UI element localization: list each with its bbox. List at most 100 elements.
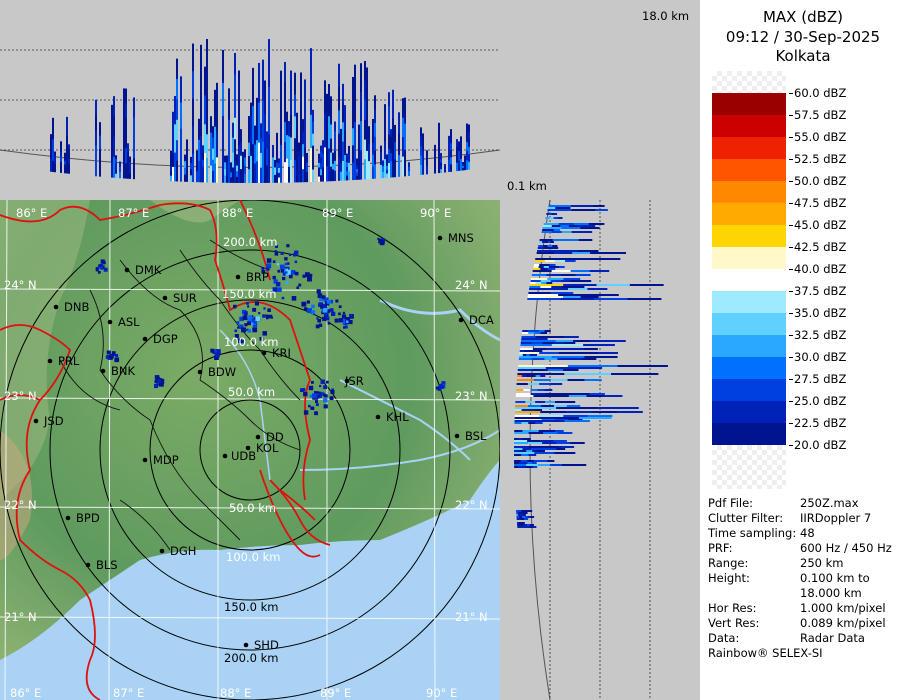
echo-row-segment [530,280,542,282]
echo-row-segment [514,440,528,442]
echo-row-segment [527,298,562,300]
echo-row-segment [514,438,519,440]
echo-row-segment [534,338,542,340]
echo-row-segment [533,264,540,266]
echo-column-segment [127,152,129,162]
echo-column-segment [54,167,56,173]
echo-column-segment [464,164,466,171]
radar-map[interactable]: 86° E 87° E 88° E 89° E 90° E 86° E 87° … [0,200,500,700]
echo-row-segment [516,389,524,391]
echo-column-segment [448,159,450,173]
echo-row-segment [563,342,576,344]
side-reflectivity-columns [514,205,668,528]
echo-column-segment [304,79,306,115]
info-value: 1.000 km/pixel [800,601,886,615]
echo-pixel [216,351,221,356]
echo-column-segment [238,107,240,146]
echo-pixel [294,250,299,255]
echo-column-segment [125,148,127,164]
lon-label-89: 89° E [322,206,353,220]
echo-column-segment [298,142,300,157]
echo-column-segment [236,159,238,167]
echo-column-segment [366,150,368,180]
echo-column-segment [392,89,394,120]
echo-column-segment [111,119,113,135]
echo-column-segment [390,153,392,162]
echo-row-segment [586,225,596,227]
echo-column-segment [170,175,172,182]
echo-pixel [286,267,290,270]
range-label-100-south: 100.0 km [226,550,280,564]
echo-pixel [322,393,326,397]
echo-column-segment [52,160,54,173]
echo-row-segment [574,393,591,395]
echo-column-segment [184,161,186,169]
echo-row-segment [538,340,557,342]
echo-row-segment [547,369,564,371]
echo-column-segment [356,161,358,166]
echo-column-segment [318,153,320,159]
echo-row-segment [525,516,529,518]
echo-column-segment [356,158,358,163]
echo-column-segment [248,155,250,170]
echo-row-segment [548,213,552,215]
echo-pixel [308,402,311,405]
echo-column-segment [222,83,224,117]
echo-column-segment [306,152,308,164]
echo-row-segment [521,422,529,424]
echo-row-segment [529,526,534,528]
echo-column-segment [133,138,135,159]
echo-column-segment [66,135,68,155]
info-key: Clutter Filter: [708,511,784,525]
echo-pixel [261,269,266,274]
echo-column-segment [113,116,115,138]
echo-column-segment [320,151,322,158]
echo-pixel [210,348,215,353]
echo-row-segment [557,217,563,219]
echo-row-segment [588,223,605,225]
echo-pixel [298,283,302,287]
echo-column-segment [99,135,101,150]
echo-row-segment [596,284,631,286]
echo-column-segment [326,137,328,153]
echo-pixel [239,316,244,322]
echo-column-segment [444,165,446,168]
echo-column-segment [123,118,125,149]
echo-pixel [275,245,278,248]
echo-pixel [325,316,330,321]
echo-column-segment [60,146,62,153]
legend-tick [789,313,793,314]
echo-row-segment [522,332,529,334]
echo-column-segment [256,97,258,120]
echo-pixel [105,355,110,359]
echo-row-segment [519,514,523,516]
echo-column-segment [372,118,374,132]
echo-column-segment [232,152,234,168]
echo-pixel [234,334,239,339]
city-label: DCA [469,313,494,327]
echo-row-segment [572,252,591,254]
legend-swatch [712,93,786,115]
echo-column-segment [95,115,97,131]
echo-column-segment [286,158,288,183]
echo-row-segment [564,401,576,403]
echo-column-segment [174,138,176,154]
echo-column-segment [374,164,376,179]
echo-column-segment [190,156,192,164]
echo-column-segment [60,162,62,168]
echo-row-segment [522,512,526,514]
echo-row-segment [546,282,553,284]
echo-column-segment [204,95,206,125]
echo-row-segment [521,510,527,512]
echo-row-segment [543,432,558,434]
echo-pixel [329,299,333,304]
echo-column-segment [358,165,360,180]
echo-column-segment [366,123,368,152]
city-label: MNS [448,231,474,245]
legend-tick [789,137,793,138]
echo-column-segment [170,150,172,157]
echo-row-segment [537,350,543,352]
echo-column-segment [372,154,374,167]
echo-row-segment [514,452,535,454]
echo-row-segment [562,207,571,209]
